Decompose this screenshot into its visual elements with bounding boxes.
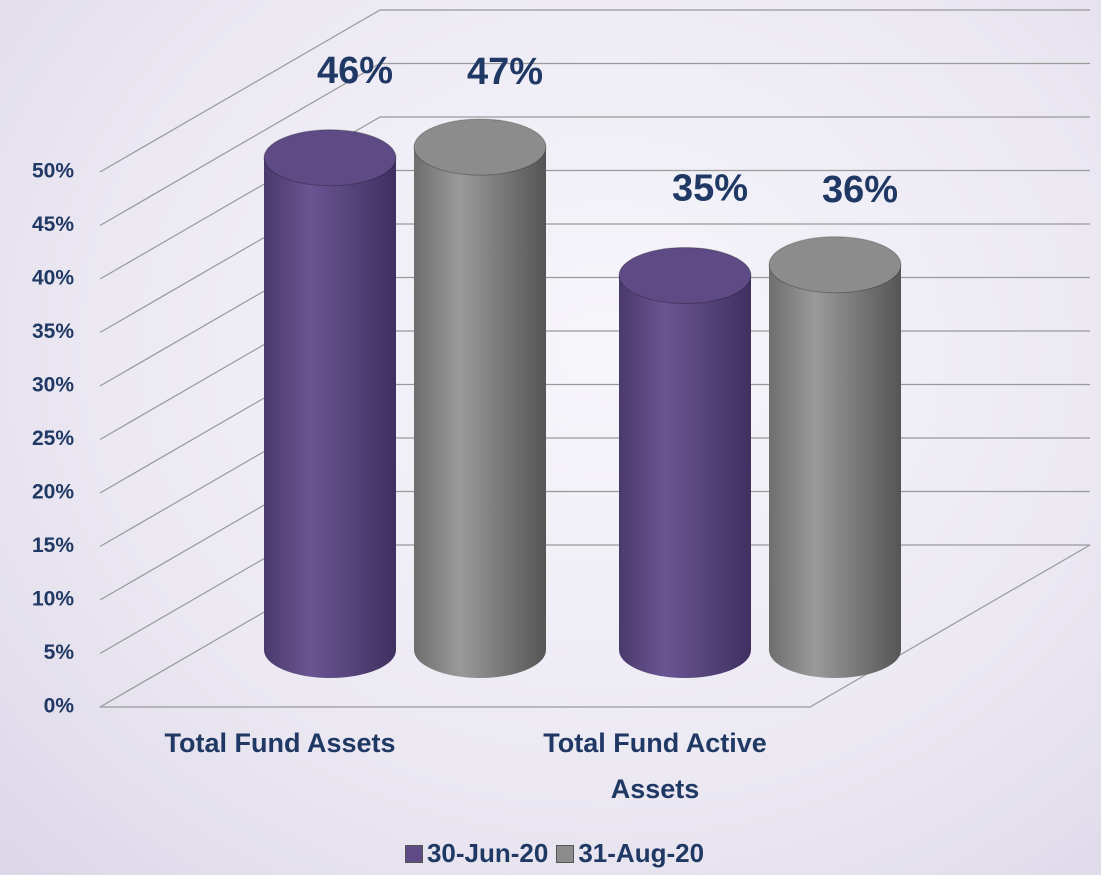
data-label: 47%	[467, 51, 543, 93]
grid-line	[99, 9, 1090, 173]
y-tick-label: 35%	[32, 320, 74, 343]
y-tick-label: 10%	[32, 588, 74, 611]
bar-body	[264, 157, 396, 679]
data-label: 46%	[317, 50, 393, 92]
grid-line	[99, 116, 1090, 280]
y-tick-label: 5%	[44, 641, 75, 664]
grid-line	[99, 223, 1090, 387]
grid-line	[99, 62, 1090, 227]
bar-top	[263, 129, 397, 187]
legend-swatch	[404, 845, 423, 863]
bar-body	[414, 147, 546, 679]
legend-label: 30-Jun-20	[426, 838, 549, 868]
bar	[263, 129, 397, 679]
legend-label: 31-Aug-20	[578, 838, 705, 868]
grid-line	[99, 383, 1090, 548]
legend: 30-Jun-20 31-Aug-20	[0, 838, 1101, 869]
grid-line	[99, 490, 1090, 655]
y-tick-label: 40%	[32, 267, 74, 290]
y-tick-label: 20%	[32, 481, 74, 504]
data-label: 36%	[822, 169, 898, 211]
legend-swatch	[556, 845, 575, 863]
bar-top	[413, 118, 547, 176]
grid-line	[99, 544, 1090, 708]
grid-line	[99, 169, 1090, 334]
bar	[768, 236, 902, 678]
grid-line	[99, 330, 1090, 494]
y-tick-label: 15%	[32, 534, 74, 557]
x-tick-label: Total Fund Assets	[164, 728, 396, 758]
y-tick-label: 30%	[32, 374, 74, 397]
y-tick-label: 45%	[32, 213, 74, 236]
y-tick-label: 50%	[32, 160, 74, 183]
bar-top	[768, 236, 902, 294]
x-tick-label: Total Fund Active Assets	[543, 728, 767, 804]
grid-line	[99, 276, 1090, 441]
data-label: 35%	[672, 168, 748, 210]
bar	[618, 247, 752, 678]
bar-body	[619, 275, 751, 678]
bar-body	[769, 264, 901, 678]
floor	[100, 544, 1091, 708]
y-tick-label: 25%	[32, 427, 74, 450]
y-tick-label: 0%	[44, 695, 75, 718]
grid-line	[99, 437, 1090, 601]
bar	[413, 118, 547, 679]
bar-top	[618, 247, 752, 304]
